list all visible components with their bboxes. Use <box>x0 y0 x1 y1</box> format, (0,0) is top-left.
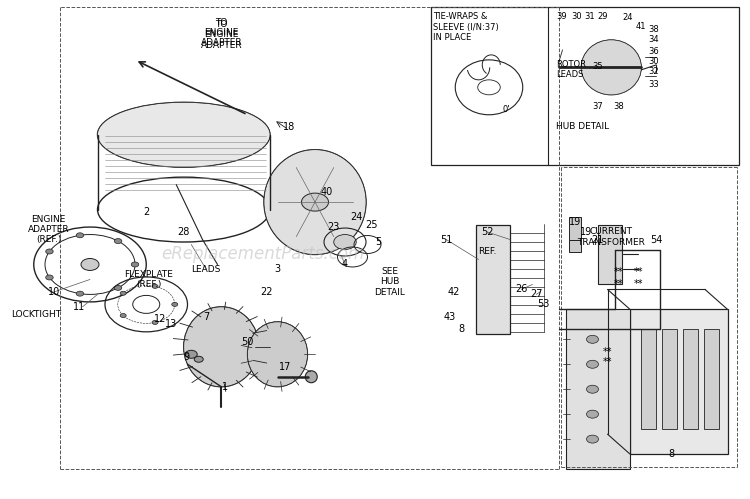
Text: 9: 9 <box>183 352 189 362</box>
Text: 43: 43 <box>444 312 456 322</box>
Text: TO
ENGINE
ADAPTER: TO ENGINE ADAPTER <box>200 17 242 47</box>
Text: LEADS: LEADS <box>191 265 221 274</box>
Text: 8: 8 <box>668 449 674 459</box>
Circle shape <box>302 193 328 211</box>
Text: 31: 31 <box>584 12 595 21</box>
Text: **: ** <box>614 279 623 289</box>
Bar <box>662 329 677 429</box>
Text: 30: 30 <box>572 12 582 21</box>
Text: 36: 36 <box>649 47 659 56</box>
Circle shape <box>586 385 598 393</box>
Circle shape <box>334 235 356 250</box>
Text: ROTOR
LEADS: ROTOR LEADS <box>556 60 586 79</box>
Text: **: ** <box>634 267 644 277</box>
Text: 27: 27 <box>530 289 542 299</box>
Text: 32: 32 <box>649 67 659 76</box>
Text: 24: 24 <box>622 13 633 22</box>
Circle shape <box>114 239 122 244</box>
Bar <box>704 329 719 429</box>
Text: 37: 37 <box>592 102 603 111</box>
Text: 34: 34 <box>649 35 659 44</box>
Text: REF.: REF. <box>478 248 496 256</box>
Circle shape <box>152 284 158 288</box>
Circle shape <box>194 356 203 362</box>
Ellipse shape <box>98 102 270 167</box>
Text: 33: 33 <box>649 80 659 89</box>
Text: 26: 26 <box>515 284 527 294</box>
Text: **: ** <box>603 357 612 367</box>
Bar <box>566 309 630 469</box>
Text: 52: 52 <box>482 227 494 237</box>
Text: 35: 35 <box>592 62 603 71</box>
Circle shape <box>114 285 122 290</box>
Text: 41: 41 <box>636 22 646 31</box>
Text: 2: 2 <box>143 207 149 217</box>
Bar <box>476 225 510 334</box>
Bar <box>431 7 739 165</box>
Text: TIE-WRAPS &
SLEEVE (I/N:37)
IN PLACE: TIE-WRAPS & SLEEVE (I/N:37) IN PLACE <box>433 12 500 42</box>
Circle shape <box>586 360 598 368</box>
Text: 13: 13 <box>165 319 177 329</box>
Circle shape <box>120 313 126 317</box>
Text: 1: 1 <box>222 382 228 392</box>
Circle shape <box>172 302 178 306</box>
Text: 19: 19 <box>580 227 592 237</box>
Bar <box>568 240 581 252</box>
Text: 8: 8 <box>458 324 464 334</box>
Text: 3: 3 <box>274 264 280 274</box>
Text: 51: 51 <box>440 235 452 245</box>
Text: TO
ENGINE
ADAPTER: TO ENGINE ADAPTER <box>200 20 242 50</box>
Circle shape <box>586 435 598 443</box>
Text: 40: 40 <box>320 187 332 197</box>
Circle shape <box>120 291 126 295</box>
Text: 0': 0' <box>503 105 510 114</box>
Circle shape <box>152 320 158 324</box>
Text: **: ** <box>634 279 644 289</box>
Text: 19: 19 <box>569 217 581 227</box>
Circle shape <box>76 291 84 296</box>
Text: LOCKTIGHT: LOCKTIGHT <box>11 310 61 319</box>
Bar <box>641 329 656 429</box>
Circle shape <box>46 275 53 280</box>
Bar <box>568 217 581 240</box>
Text: 30: 30 <box>649 57 659 66</box>
Text: 38: 38 <box>649 25 659 34</box>
Text: 54: 54 <box>650 235 662 245</box>
Circle shape <box>131 262 139 267</box>
Text: eReplacementParts.com: eReplacementParts.com <box>160 246 364 263</box>
Circle shape <box>76 233 84 238</box>
Circle shape <box>46 249 53 254</box>
Text: 53: 53 <box>538 299 550 309</box>
Bar <box>598 225 622 284</box>
Circle shape <box>586 410 598 418</box>
Text: **: ** <box>614 267 623 277</box>
Ellipse shape <box>184 307 259 387</box>
Text: 42: 42 <box>448 287 460 297</box>
Text: 7: 7 <box>203 312 209 322</box>
Text: 22: 22 <box>260 287 272 297</box>
Ellipse shape <box>305 371 317 383</box>
Text: HUB DETAIL: HUB DETAIL <box>556 122 610 131</box>
Ellipse shape <box>248 322 308 387</box>
Text: **: ** <box>603 347 612 357</box>
Text: 17: 17 <box>279 362 291 372</box>
Text: 25: 25 <box>365 220 377 230</box>
Text: CURRENT
TRANSFORMER: CURRENT TRANSFORMER <box>578 228 645 247</box>
Text: 5: 5 <box>376 237 382 247</box>
Circle shape <box>185 350 197 358</box>
Text: 39: 39 <box>556 12 567 21</box>
Text: 18: 18 <box>283 122 295 132</box>
Text: 38: 38 <box>614 102 624 111</box>
Text: 10: 10 <box>48 287 60 297</box>
Text: FLEXPLATE
(REF.): FLEXPLATE (REF.) <box>124 270 173 289</box>
Text: 12: 12 <box>154 314 166 324</box>
Ellipse shape <box>581 40 641 95</box>
Text: 23: 23 <box>328 222 340 232</box>
Ellipse shape <box>264 150 366 254</box>
Bar <box>683 329 698 429</box>
Text: 29: 29 <box>598 12 608 21</box>
Text: 21: 21 <box>592 235 604 245</box>
Text: 28: 28 <box>178 227 190 237</box>
Text: ENGINE
ADAPTER
(REF.): ENGINE ADAPTER (REF.) <box>28 215 70 245</box>
Text: 50: 50 <box>242 337 254 347</box>
